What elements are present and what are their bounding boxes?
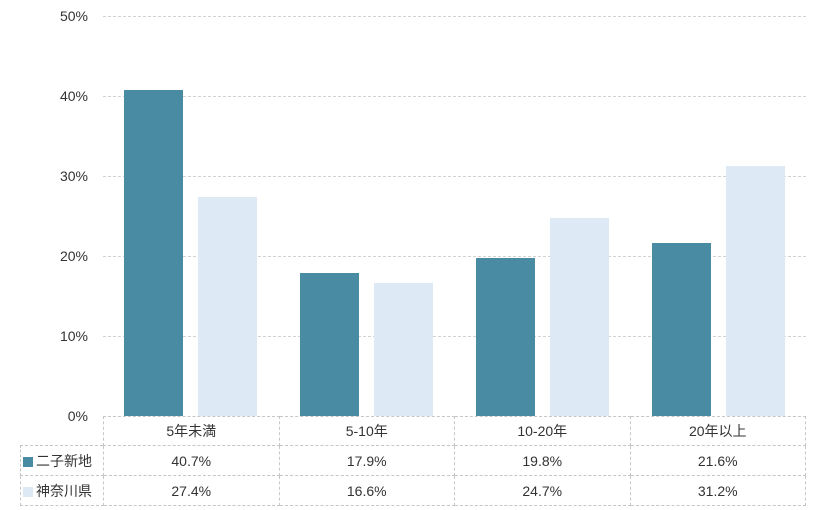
gridline bbox=[103, 256, 806, 257]
value-cell: 21.6% bbox=[629, 445, 806, 476]
value-cell: 16.6% bbox=[278, 475, 455, 506]
bar bbox=[725, 166, 785, 416]
legend-item: 神奈川県 bbox=[20, 475, 104, 506]
series-swatch-icon bbox=[23, 456, 33, 467]
bar-group-1 bbox=[103, 16, 279, 416]
data-table: 5年未満 5-10年 10-20年 20年以上 二子新地 40.7% 17.9%… bbox=[20, 416, 806, 506]
gridline bbox=[103, 176, 806, 177]
y-axis-tick-label: 50% bbox=[59, 8, 88, 24]
table-row: 二子新地 40.7% 17.9% 19.8% 21.6% bbox=[20, 445, 806, 476]
bar-group-2 bbox=[279, 16, 455, 416]
gridline bbox=[103, 336, 806, 337]
series-label: 神奈川県 bbox=[36, 482, 92, 499]
table-corner-blank bbox=[21, 417, 104, 446]
series-label: 二子新地 bbox=[36, 452, 92, 469]
value-cell: 31.2% bbox=[629, 475, 806, 506]
gridline bbox=[103, 96, 806, 97]
bar bbox=[198, 196, 258, 416]
legend-item: 二子新地 bbox=[20, 445, 104, 476]
gridline bbox=[103, 16, 806, 17]
bar-group-3 bbox=[455, 16, 631, 416]
category-header: 10-20年 bbox=[454, 416, 631, 446]
value-cell: 17.9% bbox=[278, 445, 455, 476]
y-axis-tick-label: 0% bbox=[67, 408, 88, 424]
y-axis-tick-label: 10% bbox=[59, 328, 88, 344]
value-cell: 19.8% bbox=[454, 445, 631, 476]
bar bbox=[124, 90, 184, 416]
y-axis: 0% 10% 20% 30% 40% 50% bbox=[0, 8, 88, 424]
y-axis-tick-label: 40% bbox=[59, 88, 88, 104]
bar bbox=[549, 218, 609, 416]
y-axis-tick-label: 30% bbox=[59, 168, 88, 184]
value-cell: 27.4% bbox=[103, 475, 280, 506]
y-axis-tick-label: 20% bbox=[59, 248, 88, 264]
category-header: 5年未満 bbox=[103, 416, 280, 446]
bar bbox=[475, 257, 535, 416]
series-swatch-icon bbox=[23, 486, 33, 497]
bars-layer bbox=[103, 16, 806, 416]
bar bbox=[651, 243, 711, 416]
bar-group-4 bbox=[630, 16, 806, 416]
table-header-row: 5年未満 5-10年 10-20年 20年以上 bbox=[21, 416, 806, 446]
bar bbox=[374, 283, 434, 416]
table-row: 神奈川県 27.4% 16.6% 24.7% 31.2% bbox=[20, 475, 806, 506]
category-header: 5-10年 bbox=[278, 416, 455, 446]
plot-area bbox=[103, 16, 806, 416]
value-cell: 24.7% bbox=[454, 475, 631, 506]
bar bbox=[300, 272, 360, 416]
value-cell: 40.7% bbox=[103, 445, 280, 476]
category-header: 20年以上 bbox=[629, 416, 806, 446]
